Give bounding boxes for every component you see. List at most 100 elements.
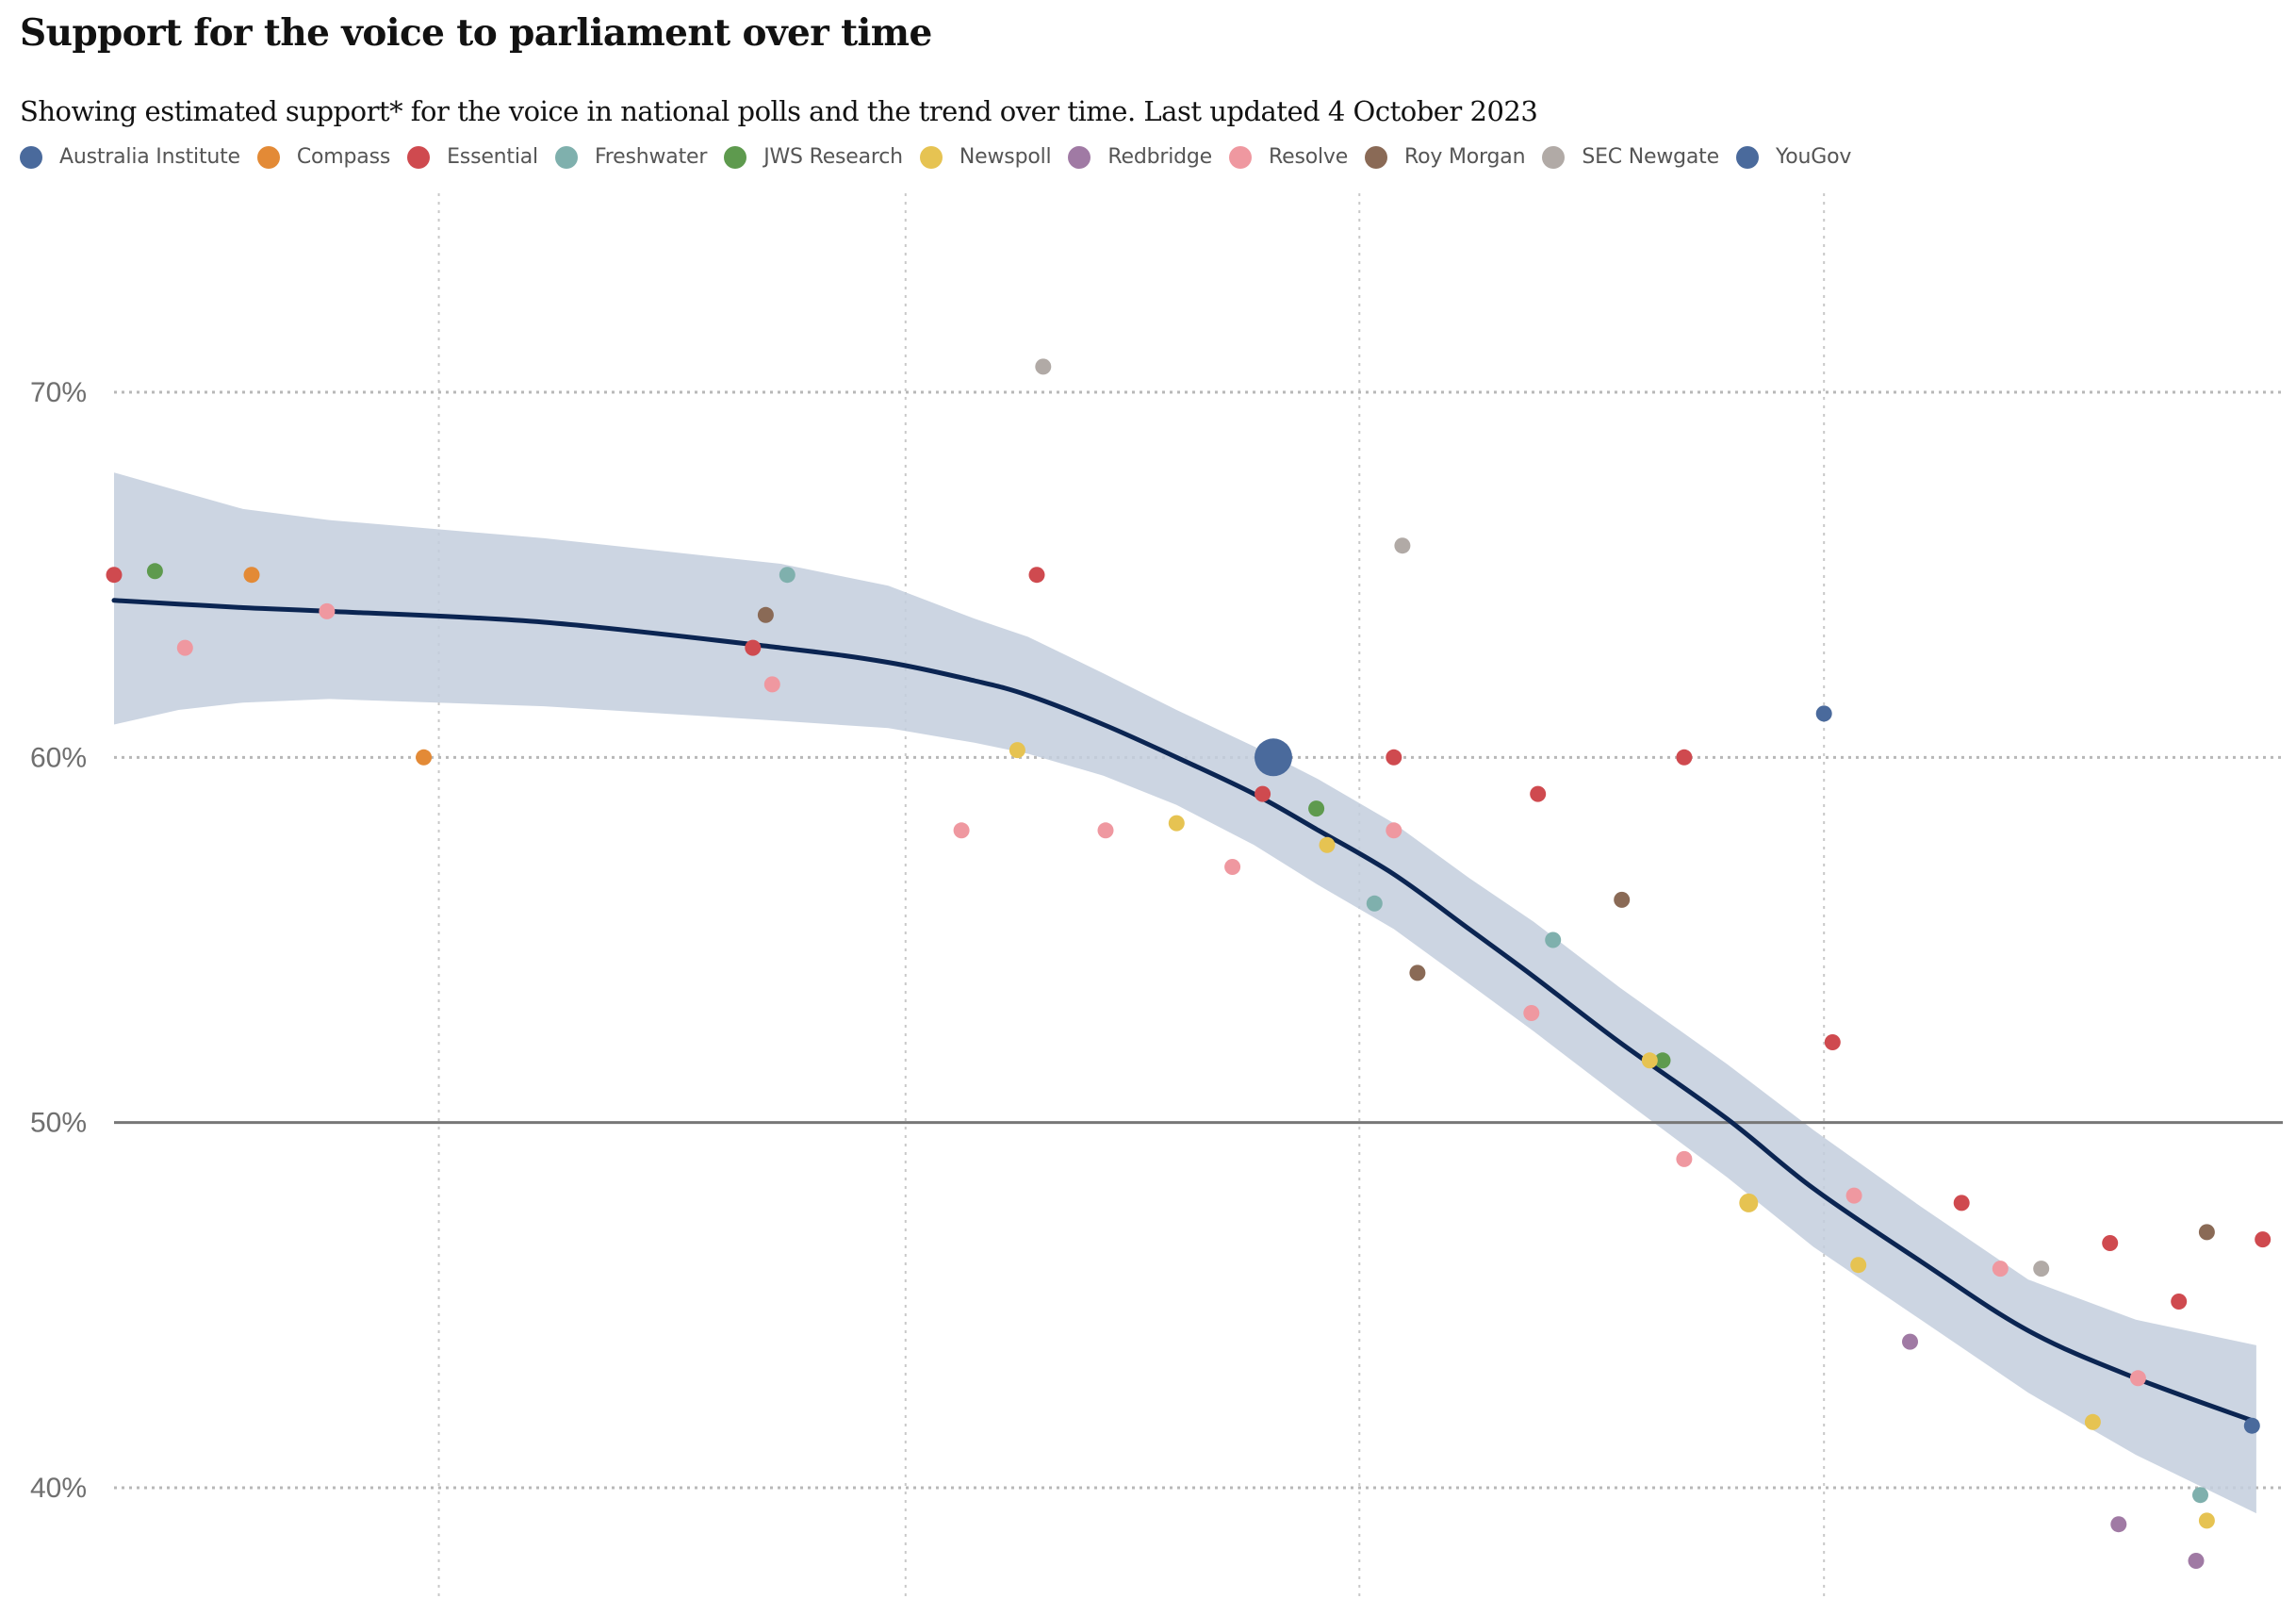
poll-point [1845, 1187, 1862, 1204]
poll-point [1523, 1005, 1540, 1021]
legend-item: SEC Newgate [1542, 145, 1719, 169]
poll-point [1028, 567, 1045, 584]
legend-label: SEC Newgate [1582, 145, 1719, 169]
poll-point [953, 822, 970, 839]
poll-point [2198, 1224, 2215, 1241]
poll-point [1366, 895, 1383, 912]
poll-point [1815, 705, 1832, 722]
poll-point [2084, 1413, 2101, 1430]
poll-point [757, 606, 774, 623]
poll-point [1168, 815, 1185, 832]
legend-swatch [20, 145, 42, 169]
poll-point [1394, 537, 1411, 554]
y-tick-label: 60% [30, 742, 87, 773]
poll-point [2255, 1231, 2271, 1248]
poll-point [1386, 749, 1402, 766]
legend-label: Australia Institute [59, 145, 240, 169]
poll-point [2198, 1512, 2215, 1529]
poll-point [2192, 1487, 2208, 1504]
poll-points [106, 358, 2271, 1569]
legend-swatch [407, 145, 431, 169]
poll-point [1641, 1052, 1658, 1069]
legend-item: Compass [256, 145, 391, 169]
y-axis-ticks: 70% 60% 50% 40% [30, 377, 87, 1504]
poll-point [2033, 1261, 2050, 1278]
poll-point [146, 563, 163, 580]
grid [114, 193, 2283, 1599]
confidence-band [114, 472, 2256, 1514]
poll-point [2110, 1516, 2127, 1533]
y-tick-label: 70% [30, 377, 87, 408]
poll-point [1676, 749, 1693, 766]
legend-label: JWS Research [763, 145, 903, 169]
poll-point [2243, 1417, 2260, 1434]
poll-point [1097, 822, 1114, 839]
legend-label: Redbridge [1107, 145, 1213, 169]
poll-point [1992, 1261, 2009, 1278]
legend-label: YouGov [1775, 145, 1852, 169]
trend-line [111, 598, 2259, 1425]
legend-item: YouGov [1735, 145, 1852, 169]
legend-item: Australia Institute [20, 145, 240, 169]
poll-point [319, 602, 336, 619]
poll-point [1545, 931, 1562, 948]
poll-point [1902, 1333, 1918, 1350]
legend-item: Resolve [1229, 145, 1348, 169]
legend-swatch [724, 145, 747, 169]
legend-swatch [1735, 145, 1759, 169]
legend-swatch [1229, 145, 1253, 169]
legend-label: Resolve [1269, 145, 1349, 169]
poll-point [1386, 822, 1402, 839]
legend-swatch [554, 145, 578, 169]
poll-point [176, 639, 193, 656]
legend-label: Compass [296, 145, 391, 169]
poll-point [1614, 891, 1631, 908]
legend-item: JWS Research [724, 145, 903, 169]
legend-swatch [1068, 145, 1091, 169]
legend-item: Newspoll [919, 145, 1052, 169]
legend-swatch [919, 145, 943, 169]
chart-title: Support for the voice to parliament over… [20, 11, 932, 55]
poll-point [1308, 800, 1325, 817]
poll-point [1953, 1195, 1970, 1212]
poll-point [1409, 964, 1426, 981]
legend-label: Roy Morgan [1404, 145, 1526, 169]
poll-point [1224, 859, 1241, 875]
poll-point [1824, 1034, 1841, 1050]
poll-point [1850, 1257, 1867, 1274]
poll-point [779, 567, 795, 584]
legend-label: Newspoll [959, 145, 1052, 169]
y-tick-label: 40% [30, 1473, 87, 1504]
poll-point [1009, 742, 1025, 759]
poll-point [763, 676, 780, 693]
poll-point [1319, 836, 1336, 853]
legend-item: Essential [407, 145, 538, 169]
poll-point [1739, 1193, 1759, 1212]
legend-swatch [1365, 145, 1388, 169]
legend-label: Freshwater [594, 145, 708, 169]
confidence-band-area [114, 472, 2256, 1514]
poll-point [2129, 1370, 2146, 1387]
legend-swatch [256, 145, 280, 169]
legend: Australia Institute Compass Essential Fresh… [20, 145, 1868, 169]
y-tick-label: 50% [30, 1108, 87, 1139]
legend-item: Roy Morgan [1365, 145, 1526, 169]
poll-point [745, 639, 762, 656]
legend-label: Essential [447, 145, 538, 169]
poll-point [1255, 785, 1271, 802]
poll-point [2102, 1235, 2119, 1251]
poll-point [2188, 1553, 2205, 1569]
chart-header: Support for the voice to parliament over… [20, 0, 2282, 169]
poll-point [2171, 1294, 2188, 1310]
legend-item: Redbridge [1068, 145, 1212, 169]
poll-point [1255, 738, 1292, 777]
poll-point [416, 749, 433, 766]
legend-swatch [1542, 145, 1566, 169]
legend-item: Freshwater [554, 145, 708, 169]
trend-line-path [111, 598, 2259, 1425]
poll-point [106, 567, 123, 584]
poll-point [243, 567, 260, 584]
poll-point [1654, 1052, 1671, 1069]
chart-subtitle: Showing estimated support* for the voice… [20, 95, 1538, 127]
